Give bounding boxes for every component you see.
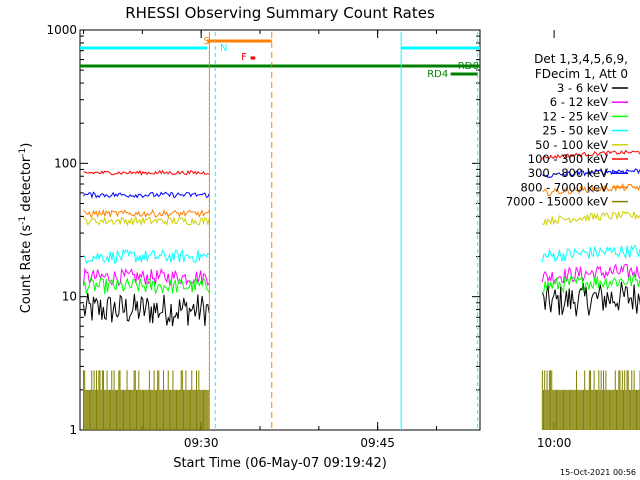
series-line [542,182,640,197]
annotation-label: N [220,43,227,54]
series-line [83,208,210,219]
legend-entry: 50 - 100 keV [535,138,608,152]
legend-entry: 800 - 7000 keV [520,180,608,194]
series-line [83,293,210,327]
y-tick-label: 10 [62,290,77,304]
y-tick-label: 1000 [46,23,77,37]
series-line [541,263,640,285]
legend-entry: 300 - 800 keV [528,166,608,180]
series-line [542,210,640,227]
series-line [542,273,640,294]
series-line [83,248,210,264]
legend-entry: 25 - 50 keV [542,124,608,138]
y-axis-label: Count Rate (s-1 detector-1) [18,143,34,314]
legend-entry: 7000 - 15000 keV [506,195,608,209]
series-line [83,169,210,177]
y-axis-label-end: ) [19,143,34,148]
legend: Det 1,3,4,5,6,9,FDecim 1, Att 03 - 6 keV… [506,52,628,209]
y-axis-label-main: Count Rate (s [19,225,34,314]
x-tick-label: 09:30 [184,436,219,450]
series-line [83,191,210,200]
legend-header: FDecim 1, Att 0 [535,67,628,81]
series-line [541,149,640,160]
annotation-label: RD0 [458,61,479,72]
series-line [542,168,640,179]
x-tick-label: 10:00 [537,436,572,450]
chart-title: RHESSI Observing Summary Count Rates [125,4,435,22]
legend-entry: 6 - 12 keV [550,95,608,109]
series-line [83,215,210,227]
y-tick-label: 1 [69,423,77,437]
series-line [83,277,210,296]
legend-entry: 3 - 6 keV [557,81,608,95]
y-axis-label-mid: detector [19,156,34,216]
y-axis-label-sup1: -1 [18,216,28,225]
legend-entry: 100 - 300 keV [528,152,608,166]
annotation-label: S [204,36,210,47]
series-line [83,267,210,287]
legend-entry: 12 - 25 keV [542,109,608,123]
annotation-label: F [241,52,247,63]
plot-frame [79,29,481,431]
series-line [541,244,640,263]
x-axis-label: Start Time (06-May-07 09:19:42) [173,456,387,471]
x-tick-label: 09:45 [360,436,395,450]
y-tick-label: 100 [54,156,77,170]
footer-timestamp: 15-Oct-2021 00:56 [560,468,636,477]
series-line [541,281,640,317]
annotation-label: RD4 [427,69,448,80]
plot-area: 100010010109:3009:4510:0010:1510:3010:45… [46,23,640,450]
legend-header: Det 1,3,4,5,6,9, [534,52,628,66]
y-axis-label-sup2: -1 [18,148,28,157]
